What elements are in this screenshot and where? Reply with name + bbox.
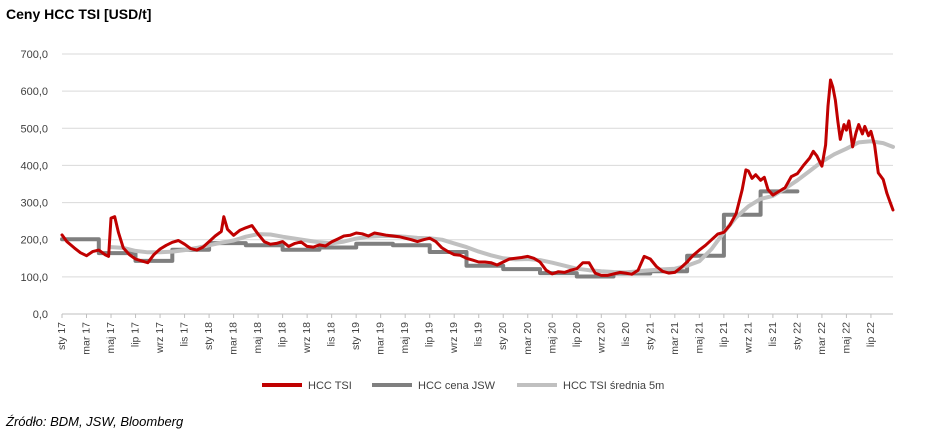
- source-note: Źródło: BDM, JSW, Bloomberg: [6, 414, 184, 429]
- x-tick-label: lis 17: [179, 322, 191, 347]
- x-tick-label: mar 17: [81, 322, 93, 355]
- y-tick-label: 0,0: [33, 309, 48, 321]
- legend-label: HCC cena JSW: [418, 380, 496, 392]
- x-tick-label: lis 18: [326, 322, 338, 347]
- x-tick-label: mar 19: [375, 322, 387, 355]
- x-axis-ticks: sty 17 mar 17 maj 17 lip 17 wrz 17 lis 17 sty …: [56, 314, 877, 355]
- x-tick-label: lip 19: [424, 322, 436, 347]
- series-line-hcc-tsi: [60, 78, 895, 277]
- y-tick-label: 300,0: [20, 198, 48, 210]
- x-tick-label: maj 17: [105, 322, 117, 354]
- y-tick-label: 400,0: [20, 160, 48, 172]
- x-tick-label: mar 21: [669, 322, 681, 355]
- x-tick-label: sty 18: [203, 322, 215, 350]
- y-tick-label: 600,0: [20, 86, 48, 98]
- x-tick-label: wrz 18: [301, 322, 313, 354]
- y-axis-ticks: 0,0 100,0 200,0 300,0 400,0 500,0 600,0 700,0: [20, 49, 48, 321]
- y-tick-label: 100,0: [20, 272, 48, 284]
- gridlines: [62, 53, 893, 315]
- x-tick-label: wrz 17: [154, 322, 166, 354]
- x-tick-label: lis 19: [473, 322, 485, 347]
- x-tick-label: lip 20: [571, 322, 583, 347]
- x-tick-label: maj 18: [252, 322, 264, 354]
- y-tick-label: 700,0: [20, 49, 48, 61]
- x-tick-label: lip 21: [718, 322, 730, 347]
- x-tick-label: maj 19: [399, 322, 411, 354]
- x-tick-label: lis 21: [767, 322, 779, 347]
- x-tick-label: mar 20: [522, 322, 534, 355]
- series-line-hcc-tsi-rednia-5m: [109, 139, 895, 275]
- x-tick-label: lis 20: [620, 322, 632, 347]
- x-tick-label: sty 19: [350, 322, 362, 350]
- x-tick-label: mar 18: [228, 322, 240, 355]
- x-tick-label: sty 20: [497, 322, 509, 350]
- x-tick-label: lip 22: [865, 322, 877, 347]
- line-chart: 0,0 100,0 200,0 300,0 400,0 500,0 600,0 700,0 s…: [20, 49, 895, 392]
- x-tick-label: sty 22: [791, 322, 803, 350]
- x-tick-label: maj 21: [693, 322, 705, 354]
- x-tick-label: wrz 21: [742, 322, 754, 354]
- x-tick-label: wrz 20: [595, 322, 607, 354]
- x-tick-label: maj 22: [840, 322, 852, 354]
- x-tick-label: wrz 19: [448, 322, 460, 354]
- x-tick-label: maj 20: [546, 322, 558, 354]
- series-lines: [60, 78, 895, 279]
- y-tick-label: 200,0: [20, 235, 48, 247]
- x-tick-label: lip 18: [277, 322, 289, 347]
- y-tick-label: 500,0: [20, 123, 48, 135]
- legend: HCC TSI HCC cena JSW HCC TSI średnia 5m: [262, 380, 664, 392]
- chart-title: Ceny HCC TSI [USD/t]: [6, 6, 152, 22]
- legend-label: HCC TSI: [308, 380, 352, 392]
- x-tick-label: mar 22: [816, 322, 828, 355]
- x-tick-label: sty 17: [56, 322, 68, 350]
- x-tick-label: sty 21: [644, 322, 656, 350]
- x-tick-label: lip 17: [130, 322, 142, 347]
- legend-label: HCC TSI średnia 5m: [563, 380, 664, 392]
